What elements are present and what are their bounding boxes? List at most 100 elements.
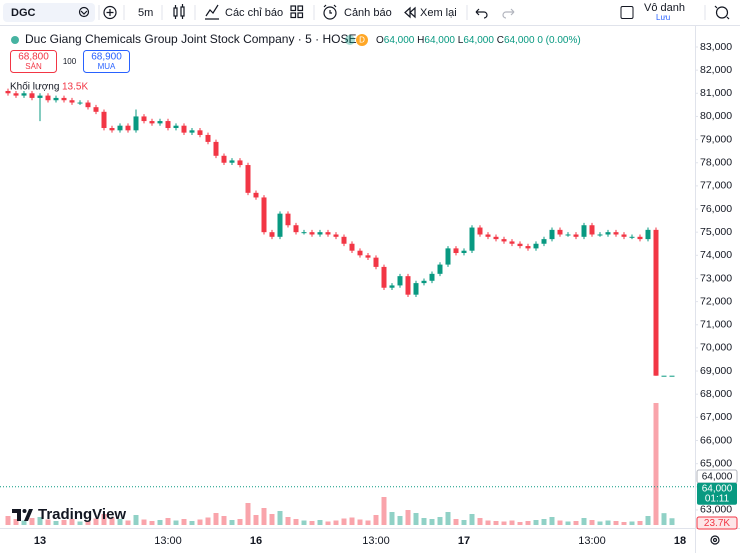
volume-bar xyxy=(453,519,459,525)
candle-body xyxy=(509,241,515,244)
volume-bar xyxy=(109,517,115,525)
snapshot-icon[interactable] xyxy=(714,5,730,20)
search-icon[interactable] xyxy=(78,6,90,18)
candle-body xyxy=(613,232,619,235)
volume-bar xyxy=(373,515,379,525)
settings-icon[interactable] xyxy=(710,535,720,545)
candle-body xyxy=(661,375,667,377)
candle-body xyxy=(189,130,195,133)
sell-price[interactable]: 68,800 xyxy=(18,52,49,63)
last-price-badge: 64,000 xyxy=(702,483,733,494)
candle-body xyxy=(317,232,323,235)
y-tick-label: 78,000 xyxy=(700,157,732,169)
undo-icon[interactable] xyxy=(475,8,488,19)
candle-body xyxy=(485,234,491,237)
volume-bar xyxy=(341,518,347,525)
indicators-icon[interactable] xyxy=(205,4,219,20)
candle-body xyxy=(373,257,379,267)
volume-bar xyxy=(501,521,507,525)
volume-bar xyxy=(661,513,667,525)
alerts[interactable]: Cảnh báo xyxy=(344,7,392,19)
candle-body xyxy=(149,121,155,124)
buy-button[interactable] xyxy=(83,50,130,73)
candle-body xyxy=(413,283,419,295)
previous-badge: 64,000 xyxy=(702,472,733,483)
candle-body xyxy=(389,285,395,288)
candle-body xyxy=(245,165,251,193)
candle-body xyxy=(285,213,291,226)
candle-body xyxy=(525,246,531,249)
volume-bar xyxy=(189,521,195,525)
volume-bar xyxy=(221,516,227,525)
chart-type-icon[interactable] xyxy=(173,4,185,19)
candle-body xyxy=(53,97,59,101)
volume-bar xyxy=(629,521,635,525)
volume-bar xyxy=(133,515,139,525)
candle-body xyxy=(605,232,611,235)
candle-body xyxy=(229,160,235,163)
candle-body xyxy=(597,234,603,236)
candle-body xyxy=(461,250,467,254)
volume-bar xyxy=(317,520,323,525)
symbol[interactable]: DGC xyxy=(11,7,36,19)
candle-body xyxy=(549,229,555,240)
add-icon[interactable] xyxy=(103,5,117,20)
y-tick-label: 73,000 xyxy=(700,272,732,284)
candle-body xyxy=(565,234,571,236)
candle-body xyxy=(13,93,19,96)
candle-body xyxy=(173,125,179,129)
layout-icon[interactable] xyxy=(290,5,304,19)
candle-body xyxy=(61,97,67,101)
symbol-logo xyxy=(11,36,19,44)
candle-body xyxy=(109,128,115,131)
symbol-box[interactable] xyxy=(3,3,95,22)
x-tick-label: 16 xyxy=(250,535,262,547)
replay-icon[interactable] xyxy=(404,6,416,19)
y-tick-label: 76,000 xyxy=(700,203,732,215)
candle-body xyxy=(93,107,99,112)
volume-bar xyxy=(389,512,395,525)
volume-bar xyxy=(13,519,19,525)
candle-body xyxy=(405,276,411,295)
volume-bar xyxy=(637,521,643,525)
volume-bar xyxy=(461,520,467,525)
volume-bar xyxy=(45,519,51,525)
volume-bar xyxy=(85,520,91,525)
buy-label[interactable]: MUA xyxy=(98,62,116,71)
candle-body xyxy=(429,273,435,281)
volume-bar xyxy=(597,521,603,525)
alert-icon[interactable] xyxy=(323,4,337,20)
candle-body xyxy=(645,229,651,240)
volume-bar xyxy=(669,518,675,525)
volume-bar xyxy=(229,520,235,525)
y-tick-label: 82,000 xyxy=(700,64,732,76)
interval[interactable]: 5m xyxy=(138,7,153,19)
exchange-badge: D xyxy=(359,36,365,45)
volume-bar xyxy=(645,516,651,525)
candle-body xyxy=(469,227,475,251)
y-tick-label: 74,000 xyxy=(700,249,732,261)
candle-body xyxy=(637,236,643,240)
ohlc-value: 64,000 xyxy=(463,35,494,46)
y-tick-label: 80,000 xyxy=(700,110,732,122)
y-tick-label: 75,000 xyxy=(700,226,732,238)
candle-body xyxy=(197,130,203,135)
save[interactable]: Lưu xyxy=(656,13,670,22)
sell-button[interactable] xyxy=(10,50,57,73)
buy-price[interactable]: 68,900 xyxy=(91,52,122,63)
redo-icon[interactable] xyxy=(502,8,515,19)
layout-checkbox[interactable] xyxy=(620,6,634,19)
user-name[interactable]: Vô danh xyxy=(644,2,685,14)
indicators[interactable]: Các chỉ báo xyxy=(225,7,283,19)
volume-bar xyxy=(525,521,531,525)
volume-bar xyxy=(357,519,363,525)
watermark-logo xyxy=(12,509,33,521)
volume-bar xyxy=(181,519,187,525)
volume-bar xyxy=(541,519,547,525)
replay[interactable]: Xem lại xyxy=(420,7,457,19)
volume-bar xyxy=(269,514,275,525)
candle-body xyxy=(653,229,659,376)
sell-label[interactable]: SÀN xyxy=(25,62,42,71)
volume-bar xyxy=(557,520,563,525)
